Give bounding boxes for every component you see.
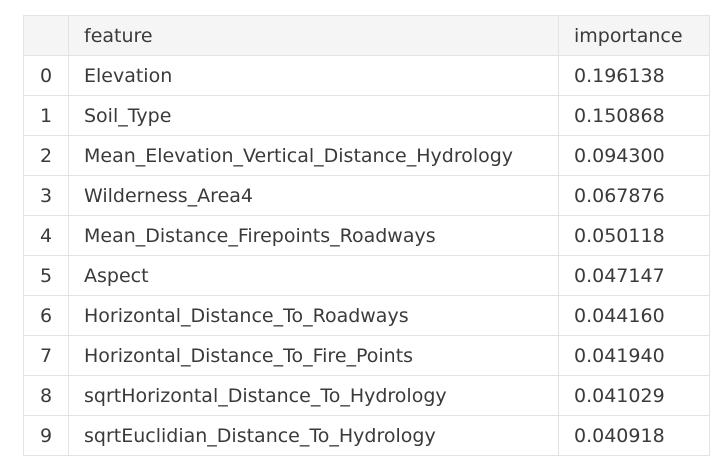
importance-cell: 0.050118: [558, 215, 710, 256]
feature-cell: Aspect: [68, 255, 559, 296]
importance-cell: 0.041029: [558, 375, 710, 416]
table-row: 9 sqrtEuclidian_Distance_To_Hydrology 0.…: [23, 415, 710, 456]
table-row: 8 sqrtHorizontal_Distance_To_Hydrology 0…: [23, 375, 710, 416]
feature-cell: Elevation: [68, 55, 559, 96]
feature-cell: Mean_Distance_Firepoints_Roadways: [68, 215, 559, 256]
table-row: 7 Horizontal_Distance_To_Fire_Points 0.0…: [23, 335, 710, 376]
dataframe-output: feature importance 0 Elevation 0.196138 …: [23, 15, 710, 456]
importance-cell: 0.094300: [558, 135, 710, 176]
row-index: 8: [23, 375, 69, 416]
feature-column-header: feature: [68, 15, 559, 56]
table-header: feature importance: [23, 15, 710, 56]
table-row: 5 Aspect 0.047147: [23, 255, 710, 296]
row-index: 7: [23, 335, 69, 376]
header-row: feature importance: [23, 15, 710, 56]
importance-column-header: importance: [558, 15, 710, 56]
feature-cell: Horizontal_Distance_To_Roadways: [68, 295, 559, 336]
feature-cell: sqrtEuclidian_Distance_To_Hydrology: [68, 415, 559, 456]
feature-cell: Wilderness_Area4: [68, 175, 559, 216]
importance-cell: 0.047147: [558, 255, 710, 296]
table-row: 1 Soil_Type 0.150868: [23, 95, 710, 136]
feature-importance-table: feature importance 0 Elevation 0.196138 …: [23, 15, 710, 456]
feature-cell: Soil_Type: [68, 95, 559, 136]
table-row: 4 Mean_Distance_Firepoints_Roadways 0.05…: [23, 215, 710, 256]
table-row: 2 Mean_Elevation_Vertical_Distance_Hydro…: [23, 135, 710, 176]
importance-cell: 0.067876: [558, 175, 710, 216]
row-index: 9: [23, 415, 69, 456]
table-body: 0 Elevation 0.196138 1 Soil_Type 0.15086…: [23, 55, 710, 456]
row-index: 1: [23, 95, 69, 136]
feature-cell: sqrtHorizontal_Distance_To_Hydrology: [68, 375, 559, 416]
row-index: 3: [23, 175, 69, 216]
index-column-header: [23, 15, 69, 56]
importance-cell: 0.196138: [558, 55, 710, 96]
importance-cell: 0.044160: [558, 295, 710, 336]
feature-cell: Horizontal_Distance_To_Fire_Points: [68, 335, 559, 376]
table-row: 0 Elevation 0.196138: [23, 55, 710, 96]
importance-cell: 0.041940: [558, 335, 710, 376]
table-row: 6 Horizontal_Distance_To_Roadways 0.0441…: [23, 295, 710, 336]
row-index: 4: [23, 215, 69, 256]
row-index: 5: [23, 255, 69, 296]
row-index: 0: [23, 55, 69, 96]
importance-cell: 0.150868: [558, 95, 710, 136]
row-index: 2: [23, 135, 69, 176]
importance-cell: 0.040918: [558, 415, 710, 456]
table-row: 3 Wilderness_Area4 0.067876: [23, 175, 710, 216]
feature-cell: Mean_Elevation_Vertical_Distance_Hydrolo…: [68, 135, 559, 176]
row-index: 6: [23, 295, 69, 336]
